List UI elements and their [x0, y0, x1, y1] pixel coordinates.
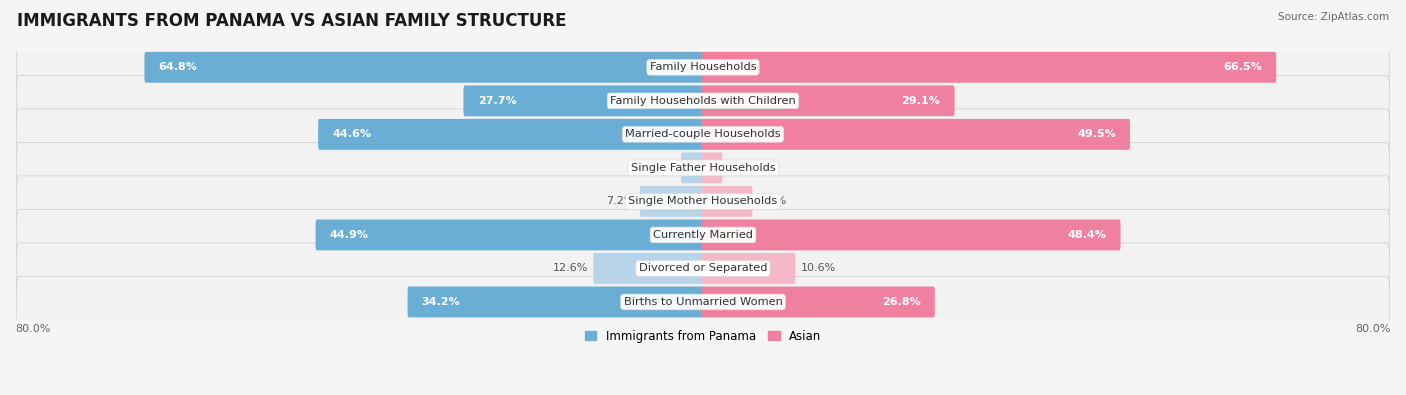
Text: 2.4%: 2.4%	[647, 163, 675, 173]
FancyBboxPatch shape	[408, 286, 704, 317]
Text: 12.6%: 12.6%	[553, 263, 588, 273]
Text: 80.0%: 80.0%	[1355, 324, 1391, 334]
Text: 44.6%: 44.6%	[332, 129, 371, 139]
Text: 80.0%: 80.0%	[15, 324, 51, 334]
FancyBboxPatch shape	[17, 209, 1389, 260]
Text: Family Households: Family Households	[650, 62, 756, 72]
Text: Married-couple Households: Married-couple Households	[626, 129, 780, 139]
FancyBboxPatch shape	[681, 152, 704, 183]
Text: Source: ZipAtlas.com: Source: ZipAtlas.com	[1278, 12, 1389, 22]
FancyBboxPatch shape	[464, 85, 704, 116]
FancyBboxPatch shape	[145, 52, 704, 83]
Text: 44.9%: 44.9%	[330, 230, 368, 240]
FancyBboxPatch shape	[593, 253, 704, 284]
FancyBboxPatch shape	[702, 186, 752, 217]
Text: 5.6%: 5.6%	[758, 196, 786, 207]
Text: 49.5%: 49.5%	[1077, 129, 1116, 139]
FancyBboxPatch shape	[702, 152, 723, 183]
Legend: Immigrants from Panama, Asian: Immigrants from Panama, Asian	[579, 325, 827, 348]
Text: 2.1%: 2.1%	[728, 163, 756, 173]
FancyBboxPatch shape	[702, 220, 1121, 250]
FancyBboxPatch shape	[17, 276, 1389, 327]
FancyBboxPatch shape	[315, 220, 704, 250]
Text: IMMIGRANTS FROM PANAMA VS ASIAN FAMILY STRUCTURE: IMMIGRANTS FROM PANAMA VS ASIAN FAMILY S…	[17, 12, 567, 30]
FancyBboxPatch shape	[702, 286, 935, 317]
Text: 48.4%: 48.4%	[1067, 230, 1107, 240]
Text: 64.8%: 64.8%	[159, 62, 197, 72]
Text: Births to Unmarried Women: Births to Unmarried Women	[624, 297, 782, 307]
Text: 7.2%: 7.2%	[606, 196, 634, 207]
Text: Single Mother Households: Single Mother Households	[628, 196, 778, 207]
Text: Single Father Households: Single Father Households	[631, 163, 775, 173]
FancyBboxPatch shape	[702, 52, 1277, 83]
FancyBboxPatch shape	[702, 85, 955, 116]
Text: 26.8%: 26.8%	[882, 297, 921, 307]
FancyBboxPatch shape	[702, 119, 1130, 150]
FancyBboxPatch shape	[17, 109, 1389, 160]
Text: 66.5%: 66.5%	[1223, 62, 1263, 72]
FancyBboxPatch shape	[17, 243, 1389, 294]
Text: Family Households with Children: Family Households with Children	[610, 96, 796, 106]
Text: 34.2%: 34.2%	[422, 297, 460, 307]
FancyBboxPatch shape	[318, 119, 704, 150]
FancyBboxPatch shape	[17, 75, 1389, 126]
Text: 29.1%: 29.1%	[901, 96, 941, 106]
FancyBboxPatch shape	[17, 42, 1389, 93]
FancyBboxPatch shape	[640, 186, 704, 217]
FancyBboxPatch shape	[17, 176, 1389, 227]
Text: 27.7%: 27.7%	[478, 96, 516, 106]
Text: Currently Married: Currently Married	[652, 230, 754, 240]
FancyBboxPatch shape	[17, 142, 1389, 193]
FancyBboxPatch shape	[702, 253, 796, 284]
Text: 10.6%: 10.6%	[801, 263, 837, 273]
Text: Divorced or Separated: Divorced or Separated	[638, 263, 768, 273]
